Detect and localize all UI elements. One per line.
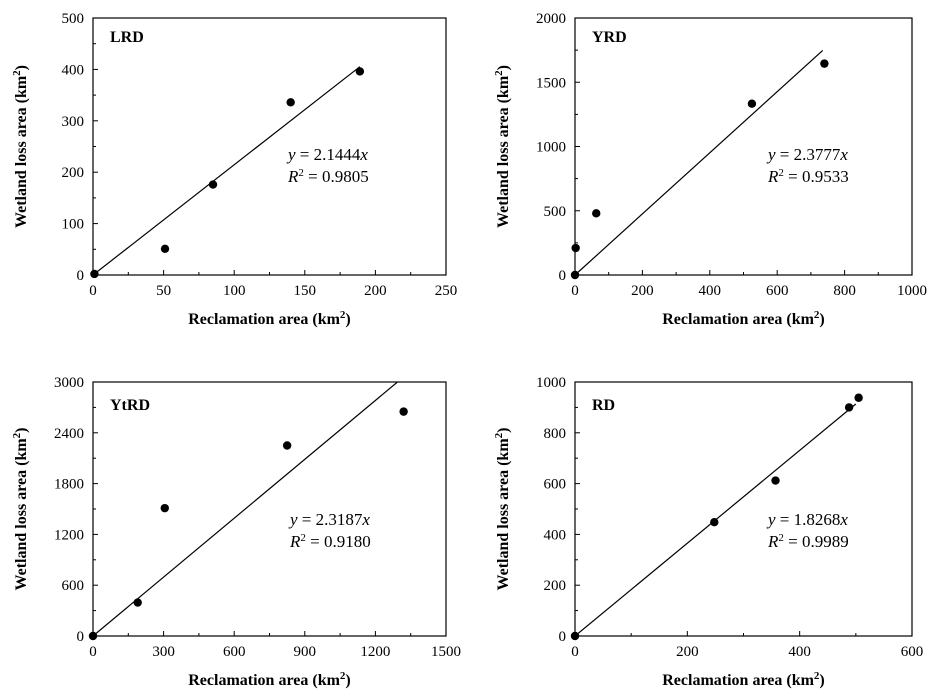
regression-equation: y = 2.3187x [288, 510, 370, 529]
x-tick-label: 600 [766, 283, 789, 299]
x-tick-label: 400 [699, 283, 722, 299]
regression-equation: y = 1.8268x [766, 510, 848, 529]
x-tick-label: 600 [901, 644, 924, 660]
regression-equation: y = 2.3777x [766, 145, 848, 164]
regression-line [92, 381, 398, 637]
panel-label: RD [592, 397, 615, 414]
x-tick-label: 200 [631, 283, 654, 299]
y-tick-label: 800 [544, 426, 567, 442]
data-point [771, 476, 780, 485]
panel-rd: 0 200 400 600 0 200 400 600 800 1000 Reclamation a… [493, 375, 923, 689]
plot-frame [574, 17, 913, 276]
y-tick-label: 1800 [54, 477, 84, 493]
data-point [570, 631, 580, 641]
x-tick-label: 200 [676, 644, 699, 660]
y-tick-label: 3000 [54, 375, 84, 391]
x-tick-label: 800 [833, 283, 856, 299]
regression-line [574, 49, 824, 276]
y-tick-label: 300 [62, 114, 85, 130]
y-tick-label: 400 [62, 62, 85, 78]
y-tick-label: 0 [77, 629, 85, 645]
panel-label: YRD [592, 29, 627, 46]
y-tick-label: 400 [544, 527, 567, 543]
x-tick-label: 0 [571, 283, 579, 299]
y-tick-label: 500 [62, 11, 85, 27]
x-tick-label: 0 [89, 644, 97, 660]
x-tick-label: 250 [435, 283, 458, 299]
panel-label: YtRD [110, 397, 150, 414]
panel-ytrd: 0 300 600 900 1200 1500 0 600 1200 1800 2400 3000 Re… [11, 375, 461, 689]
r-squared-label: R2 = 0.9989 [767, 532, 849, 551]
x-tick-label: 100 [223, 283, 246, 299]
y-tick-label: 200 [62, 165, 85, 181]
data-point [355, 67, 365, 76]
y-tick-label: 1000 [536, 375, 566, 391]
r-squared-label: R2 = 0.9533 [767, 167, 849, 186]
y-tick-label: 0 [559, 268, 567, 284]
y-tick-label: 0 [559, 629, 567, 645]
y-axis-label: Wetland loss area (km2) [493, 65, 512, 228]
x-tick-label: 900 [294, 644, 317, 660]
data-point [710, 518, 719, 527]
data-point [747, 99, 757, 108]
x-tick-label: 600 [223, 644, 246, 660]
x-tick-label: 200 [364, 283, 387, 299]
y-axis-label: Wetland loss area (km2) [11, 428, 30, 591]
y-tick-label: 100 [62, 217, 85, 233]
r-squared-label: R2 = 0.9180 [289, 532, 371, 551]
data-point [570, 270, 580, 280]
plot-frame [92, 17, 447, 276]
data-point [592, 209, 601, 218]
y-axis-label: Wetland loss area (km2) [493, 428, 512, 591]
r-squared-label: R2 = 0.9805 [287, 167, 369, 186]
x-tick-label: 1000 [897, 283, 927, 299]
y-tick-label: 600 [544, 477, 567, 493]
y-tick-label: 600 [62, 578, 85, 594]
x-tick-label: 300 [152, 644, 175, 660]
x-tick-label: 0 [571, 644, 579, 660]
data-point [571, 243, 580, 253]
data-point [133, 598, 142, 607]
x-axis-label: Reclamation area (km2) [662, 309, 825, 328]
x-tick-label: 150 [294, 283, 317, 299]
x-tick-label: 50 [156, 283, 171, 299]
data-point [286, 98, 295, 107]
data-point [160, 503, 169, 513]
x-tick-label: 1200 [360, 644, 390, 660]
plot-frame [92, 381, 447, 637]
data-point [854, 393, 863, 402]
data-point [820, 59, 829, 68]
y-tick-label: 1000 [536, 140, 566, 156]
data-point [282, 441, 292, 450]
y-tick-label: 1500 [536, 75, 566, 91]
panel-label: LRD [110, 29, 144, 46]
data-point [160, 244, 170, 253]
y-tick-label: 200 [544, 578, 567, 594]
y-axis-label: Wetland loss area (km2) [11, 65, 30, 228]
y-tick-label: 0 [77, 268, 85, 284]
y-tick-label: 2000 [536, 11, 566, 27]
data-point [844, 403, 854, 412]
regression-line [92, 66, 361, 276]
x-axis-label: Reclamation area (km2) [188, 670, 351, 689]
x-tick-label: 0 [89, 283, 97, 299]
y-tick-label: 2400 [54, 426, 84, 442]
x-axis-label: Reclamation area (km2) [188, 309, 351, 328]
data-point [90, 269, 99, 279]
panel-yrd: 0 200 400 600 800 1000 0 500 1000 1500 2000 Reclama… [493, 11, 927, 328]
panel-lrd: 0 50 100 150 200 250 0 100 200 300 400 500 Reclamati… [11, 11, 457, 328]
data-point [88, 631, 98, 641]
x-tick-label: 400 [788, 644, 811, 660]
plot-frame [574, 381, 913, 637]
y-tick-label: 1200 [54, 527, 84, 543]
regression-equation: y = 2.1444x [286, 145, 368, 164]
data-point [399, 407, 408, 416]
y-tick-label: 500 [544, 204, 567, 220]
x-tick-label: 1500 [431, 644, 461, 660]
data-point [208, 180, 218, 189]
x-axis-label: Reclamation area (km2) [662, 670, 825, 689]
